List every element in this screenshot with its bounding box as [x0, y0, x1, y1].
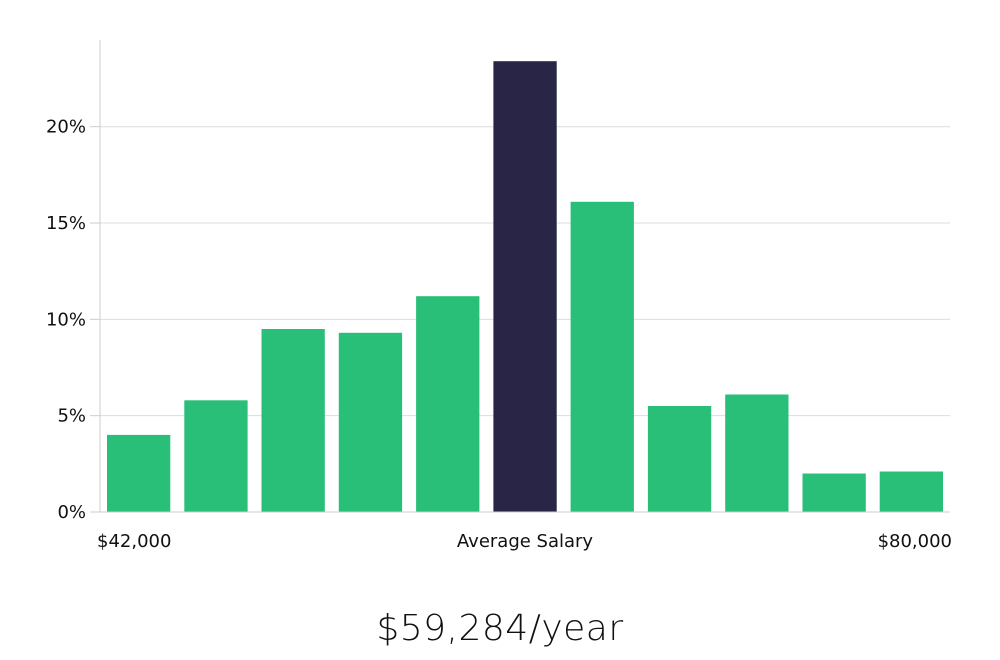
x-label-max: $80,000: [878, 531, 952, 552]
y-tick-label: 15%: [46, 213, 86, 234]
bar: [879, 471, 943, 512]
y-tick-label: 20%: [46, 117, 86, 138]
x-label-average: Average Salary: [457, 531, 594, 552]
y-tick-label: 0%: [57, 502, 86, 523]
bar: [570, 201, 634, 513]
bars: [107, 61, 943, 513]
bar: [647, 406, 712, 512]
y-tick-label: 10%: [46, 309, 86, 330]
bar: [261, 329, 325, 512]
y-axis-ticks: 0% 5% 10% 15% 20%: [46, 117, 100, 523]
bar-average-salary: [493, 61, 557, 512]
bar: [725, 394, 789, 512]
histogram-plot: 0% 5% 10% 15% 20% $42,000 Average Salary $80…: [46, 40, 952, 552]
bar: [338, 332, 403, 512]
y-tick-label: 5%: [57, 406, 86, 427]
average-salary-caption: $59,284/year: [376, 608, 624, 649]
bar: [802, 473, 866, 512]
bar: [184, 400, 248, 512]
bar: [107, 434, 171, 512]
x-label-min: $42,000: [97, 531, 171, 552]
bar: [416, 296, 480, 512]
